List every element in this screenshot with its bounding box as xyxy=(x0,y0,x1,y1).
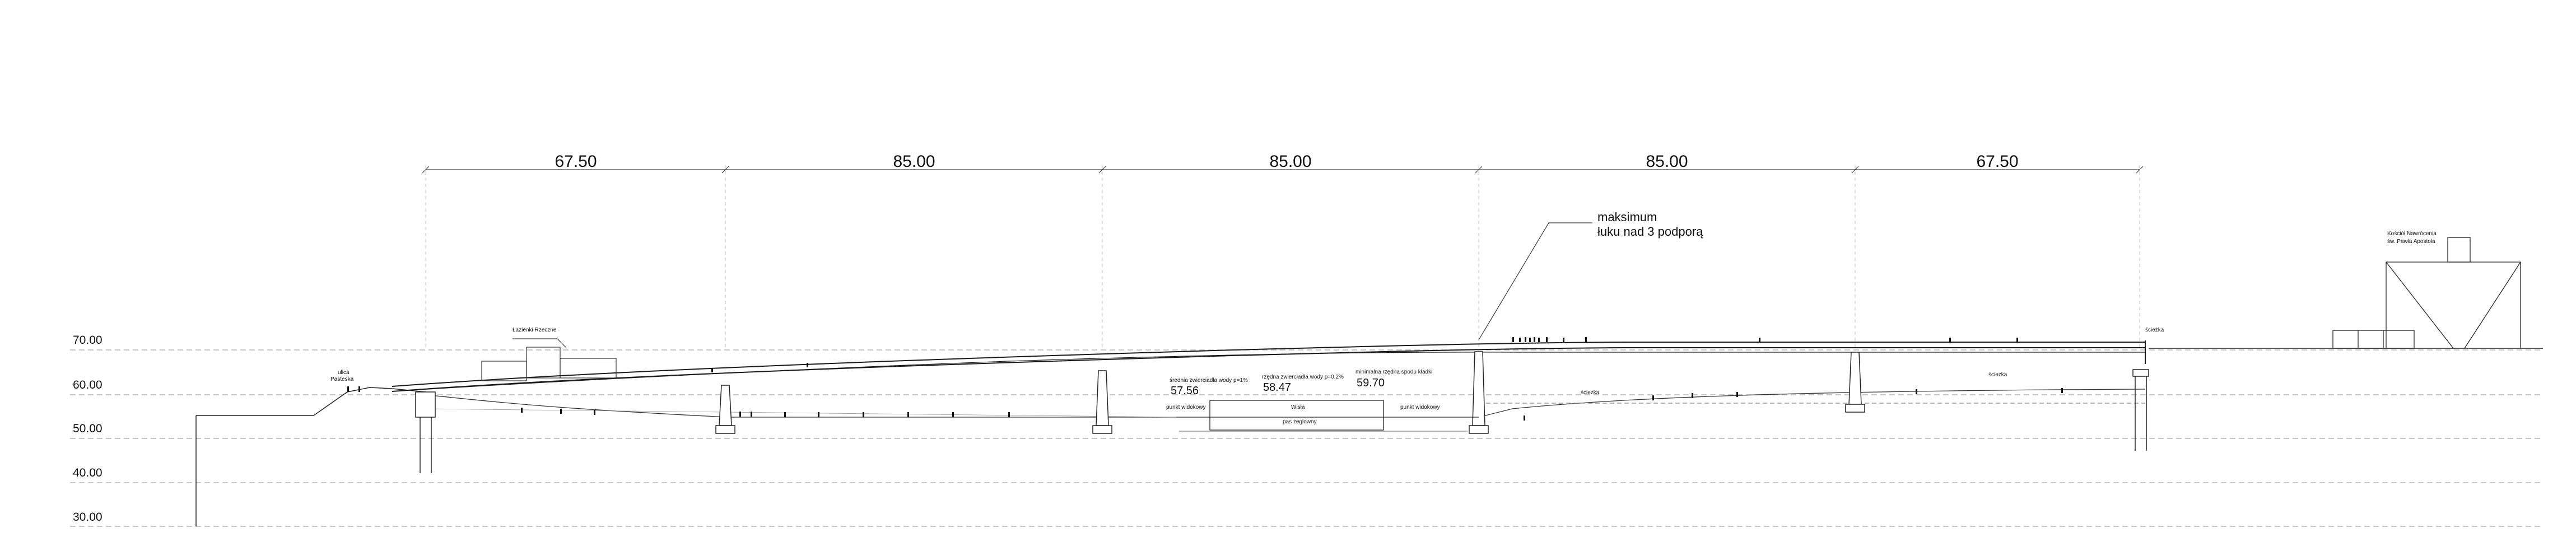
label-street: ulica xyxy=(338,370,350,376)
span-label-5: 67.50 xyxy=(1976,152,2018,171)
pier-abutment-left xyxy=(415,391,436,418)
label-high-water-title: minimalna rzędna spodu kładki xyxy=(1355,369,1432,375)
left-embankment xyxy=(195,387,426,526)
annotation-leader xyxy=(1478,222,1592,340)
pier-3 xyxy=(1096,370,1109,426)
label-church-line-2: św. Pawła Apostoła xyxy=(2387,239,2435,245)
label-wisla: Wisła xyxy=(1291,404,1305,410)
elevation-label-60: 60.00 xyxy=(73,379,103,391)
label-street-name: Pasteska xyxy=(330,376,354,382)
elevation-label-70: 70.00 xyxy=(73,334,103,347)
label-lazienki: Łazienki Rzeczne xyxy=(513,327,557,333)
span-labels: 67.50 85.00 85.00 85.00 67.50 xyxy=(555,152,2018,171)
bridge-deck xyxy=(392,340,2146,392)
elevation-label-40: 40.00 xyxy=(73,466,103,479)
label-mid-water-title: rzędna zwierciadła wody p=0.2% xyxy=(1262,374,1344,380)
pier-2 xyxy=(719,385,732,426)
lower-walkway xyxy=(425,389,2146,418)
label-sciezka-mid: ścieżka xyxy=(1988,372,2007,378)
span-dimension-line xyxy=(422,165,2144,347)
label-sciezka-right: ścieżka xyxy=(2145,327,2164,333)
label-punkt-widokowy-left: punkt widokowy xyxy=(1166,404,1206,410)
label-sciezka-left: ścieżka xyxy=(1581,390,1600,396)
lazienki-building xyxy=(481,338,617,381)
label-pas-zeglowny: pas żeglowny xyxy=(1283,419,1317,425)
annotation-line-2: łuku nad 3 podporą xyxy=(1597,225,1703,239)
label-low-water-title: średnia zwierciadła wody p=1% xyxy=(1170,377,1248,384)
label-high-water-value: 59.70 xyxy=(1357,377,1385,389)
river-wisla xyxy=(1176,400,1479,432)
label-mid-water-value: 58.47 xyxy=(1263,381,1291,394)
pier-4 xyxy=(1472,351,1485,426)
navigation-channel xyxy=(1209,400,1384,431)
label-church-line-1: Kościół Nawrócenia xyxy=(2387,231,2437,237)
span-label-2: 85.00 xyxy=(893,152,935,171)
pier-5 xyxy=(1848,352,1862,405)
elevation-label-50: 50.00 xyxy=(73,422,103,435)
pier-abutment-right xyxy=(2132,369,2149,377)
label-punkt-widokowy-right: punkt widokowy xyxy=(1400,404,1440,410)
bridge-piers xyxy=(415,351,2149,473)
span-label-3: 85.00 xyxy=(1269,152,1311,171)
elevation-label-30: 30.00 xyxy=(73,511,103,524)
span-label-4: 85.00 xyxy=(1646,152,1688,171)
church-building xyxy=(2332,237,2521,349)
label-low-water-value: 57.56 xyxy=(1171,385,1199,397)
annotation-line-1: maksimum xyxy=(1597,210,1657,224)
people-figures xyxy=(347,337,2063,421)
span-label-1: 67.50 xyxy=(555,152,597,171)
elevation-labels: 70.00 60.00 50.00 40.00 30.00 xyxy=(73,334,103,524)
drawing-labels: ulica Pasteska Łazienki Rzeczne Kościół … xyxy=(330,231,2437,425)
arch-maximum-annotation: maksimum łuku nad 3 podporą xyxy=(1478,210,1703,340)
